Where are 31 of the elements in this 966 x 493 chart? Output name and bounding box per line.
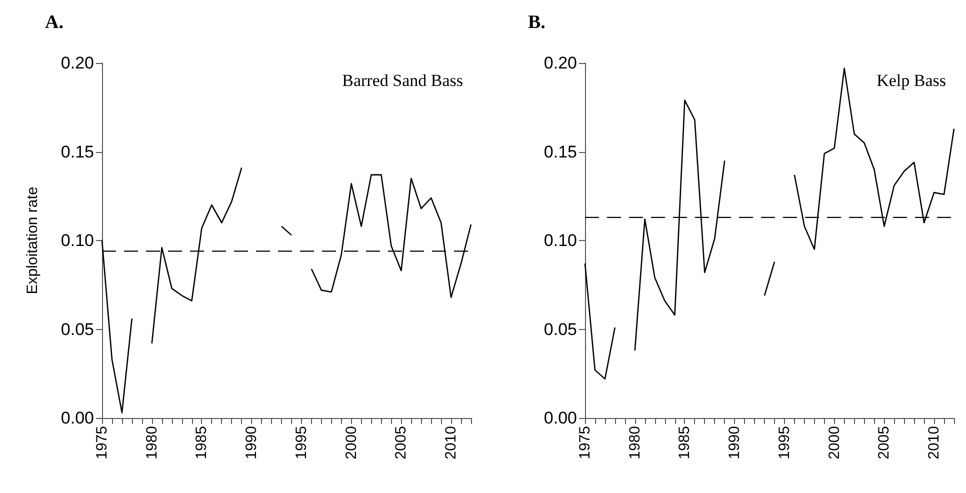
x-tick-label: 2010 xyxy=(926,426,943,460)
x-tick-label: 1990 xyxy=(243,426,260,460)
x-tick-label: 1990 xyxy=(726,426,744,460)
annotation: Barred Sand Bass xyxy=(342,71,464,90)
y-tick-label: 0.00 xyxy=(544,408,577,428)
x-tick-label: 1995 xyxy=(292,426,310,460)
y-tick-label: 0.15 xyxy=(544,142,577,162)
y-tick-label: 0.20 xyxy=(544,54,577,72)
y-tick-label: 0.10 xyxy=(544,231,577,250)
chart-title: B. xyxy=(528,12,546,33)
x-tick-label: 1975 xyxy=(94,426,110,460)
x-tick-label: 1995 xyxy=(776,426,793,460)
x-tick-label: 1975 xyxy=(576,426,594,460)
y-tick-label: 0.10 xyxy=(60,231,94,250)
x-tick-label: 1985 xyxy=(676,426,694,460)
y-axis-title: Exploitation rate xyxy=(24,186,41,294)
x-tick-label: 1985 xyxy=(193,426,210,460)
y-tick-label: 0.15 xyxy=(60,142,94,162)
chart-title: A. xyxy=(45,12,64,33)
y-tick-label: 0.00 xyxy=(60,408,94,428)
annotation: Kelp Bass xyxy=(876,71,946,90)
x-tick-label: 1980 xyxy=(626,426,644,460)
y-tick-label: 0.05 xyxy=(60,320,94,339)
x-tick-label: 2000 xyxy=(826,426,843,460)
x-tick-label: 2005 xyxy=(392,426,410,460)
y-tick-label: 0.05 xyxy=(544,320,577,339)
x-tick-label: 2010 xyxy=(442,426,460,460)
x-tick-label: 2000 xyxy=(342,426,360,460)
y-tick-label: 0.20 xyxy=(60,54,94,72)
x-tick-label: 2005 xyxy=(876,426,893,460)
x-tick-label: 1980 xyxy=(143,426,160,460)
